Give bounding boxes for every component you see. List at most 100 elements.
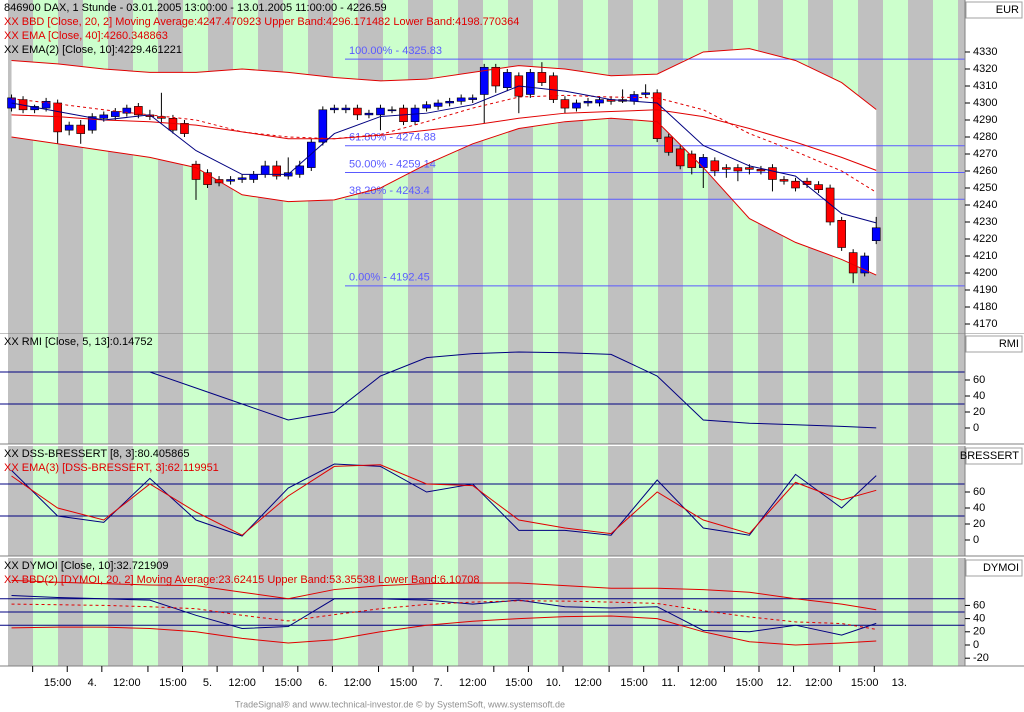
y-tick-label: 4300 — [973, 97, 997, 109]
session-stripe — [83, 334, 108, 444]
axis-title-box — [965, 559, 1023, 577]
session-stripe — [858, 334, 883, 444]
candle-body — [191, 163, 201, 180]
y-tick-label: 4310 — [973, 80, 997, 92]
session-stripe — [533, 0, 558, 334]
session-stripe — [583, 446, 608, 556]
candle-body — [502, 72, 512, 88]
candle-body — [756, 168, 766, 172]
session-stripe — [633, 334, 658, 444]
session-stripe — [608, 446, 633, 556]
candle-body — [825, 187, 835, 223]
series-line — [11, 595, 877, 636]
axis-title-box — [965, 335, 1023, 353]
axis-title: EUR — [996, 4, 1019, 16]
session-stripe — [958, 334, 965, 444]
candle-body — [479, 66, 489, 95]
y-tick-label: 0 — [973, 639, 979, 651]
session-stripe — [108, 334, 133, 444]
y-tick-label: 0 — [973, 422, 979, 434]
legend-text: 846900 DAX, 1 Stunde - 03.01.2005 13:00:… — [4, 2, 387, 14]
axis-bg — [965, 0, 1024, 334]
candle-body — [237, 177, 247, 180]
series-line — [11, 600, 877, 630]
x-tick-label: 4. — [88, 677, 97, 689]
session-stripe — [458, 334, 483, 444]
candle-body — [675, 148, 685, 167]
session-stripe — [208, 334, 233, 444]
y-tick-label: 20 — [973, 626, 985, 638]
session-stripe — [458, 0, 483, 334]
candle-body — [456, 97, 466, 102]
session-stripe — [808, 446, 833, 556]
session-stripe — [408, 334, 433, 444]
session-stripe — [958, 0, 965, 334]
axis-title: RMI — [999, 338, 1019, 350]
legend-text: XX BBD [Close, 20, 2] Moving Average:424… — [4, 16, 519, 28]
candle-body — [99, 114, 109, 119]
candle-body — [549, 75, 558, 100]
session-stripe — [508, 446, 533, 556]
candle-body — [791, 180, 800, 189]
session-stripe — [558, 334, 583, 444]
series-line — [11, 351, 877, 429]
fib-label: 50.00% - 4259.14 — [349, 158, 436, 170]
fib-label: 38.20% - 4243.4 — [349, 185, 430, 197]
session-stripe — [933, 446, 958, 556]
candle-body — [652, 92, 662, 139]
series-line — [11, 464, 877, 536]
session-stripe — [333, 446, 358, 556]
session-stripe — [58, 334, 83, 444]
series-line — [11, 94, 877, 193]
candle-body — [318, 109, 328, 143]
candle-body — [295, 165, 305, 175]
session-stripe — [733, 334, 758, 444]
y-tick-label: 40 — [973, 390, 985, 402]
series-line — [11, 85, 877, 224]
session-stripe — [833, 446, 858, 556]
legend-text: XX DSS-BRESSERT [8, 3]:80.405865 — [4, 448, 189, 460]
candle-body — [641, 92, 650, 95]
session-stripe — [508, 334, 533, 444]
legend-text: XX EMA(3) [DSS-BRESSERT, 3]:62.119951 — [4, 462, 219, 474]
session-stripe — [8, 0, 33, 334]
y-tick-label: 4190 — [973, 284, 997, 296]
session-stripe — [33, 446, 58, 556]
x-tick-label: 15:00 — [851, 677, 879, 689]
y-tick-label: 60 — [973, 599, 985, 611]
candle-body — [249, 174, 258, 180]
session-stripe — [758, 334, 783, 444]
session-stripe — [83, 446, 108, 556]
session-stripe — [133, 0, 158, 334]
candle-body — [848, 252, 858, 274]
candle-body — [53, 102, 62, 133]
y-tick-label: 4230 — [973, 216, 997, 228]
candle-body — [110, 111, 120, 117]
y-tick-label: 0 — [973, 534, 979, 546]
candle-body — [387, 109, 397, 112]
candle-body — [468, 97, 478, 100]
session-stripe — [958, 446, 965, 556]
session-stripe — [308, 334, 333, 444]
session-stripe — [683, 334, 708, 444]
y-tick-label: 4250 — [973, 182, 997, 194]
x-tick-label: 15:00 — [620, 677, 648, 689]
series-line — [11, 463, 877, 537]
x-tick-label: 7. — [434, 677, 443, 689]
candle-body — [722, 167, 731, 170]
y-tick-label: 20 — [973, 518, 985, 530]
candle-body — [306, 141, 316, 168]
candle-body — [353, 107, 362, 116]
y-tick-label: 40 — [973, 613, 985, 625]
candle-body — [76, 124, 86, 134]
candle-body — [491, 66, 501, 87]
candle-body — [698, 157, 708, 168]
legend-text: XX DYMOI [Close, 10]:32.721909 — [4, 560, 168, 572]
candle-body — [664, 136, 673, 153]
candle-body — [410, 107, 420, 122]
x-tick-label: 10. — [546, 677, 561, 689]
axis-title: DYMOI — [983, 562, 1019, 574]
session-stripe — [658, 0, 683, 334]
x-tick-label: 12:00 — [690, 677, 718, 689]
